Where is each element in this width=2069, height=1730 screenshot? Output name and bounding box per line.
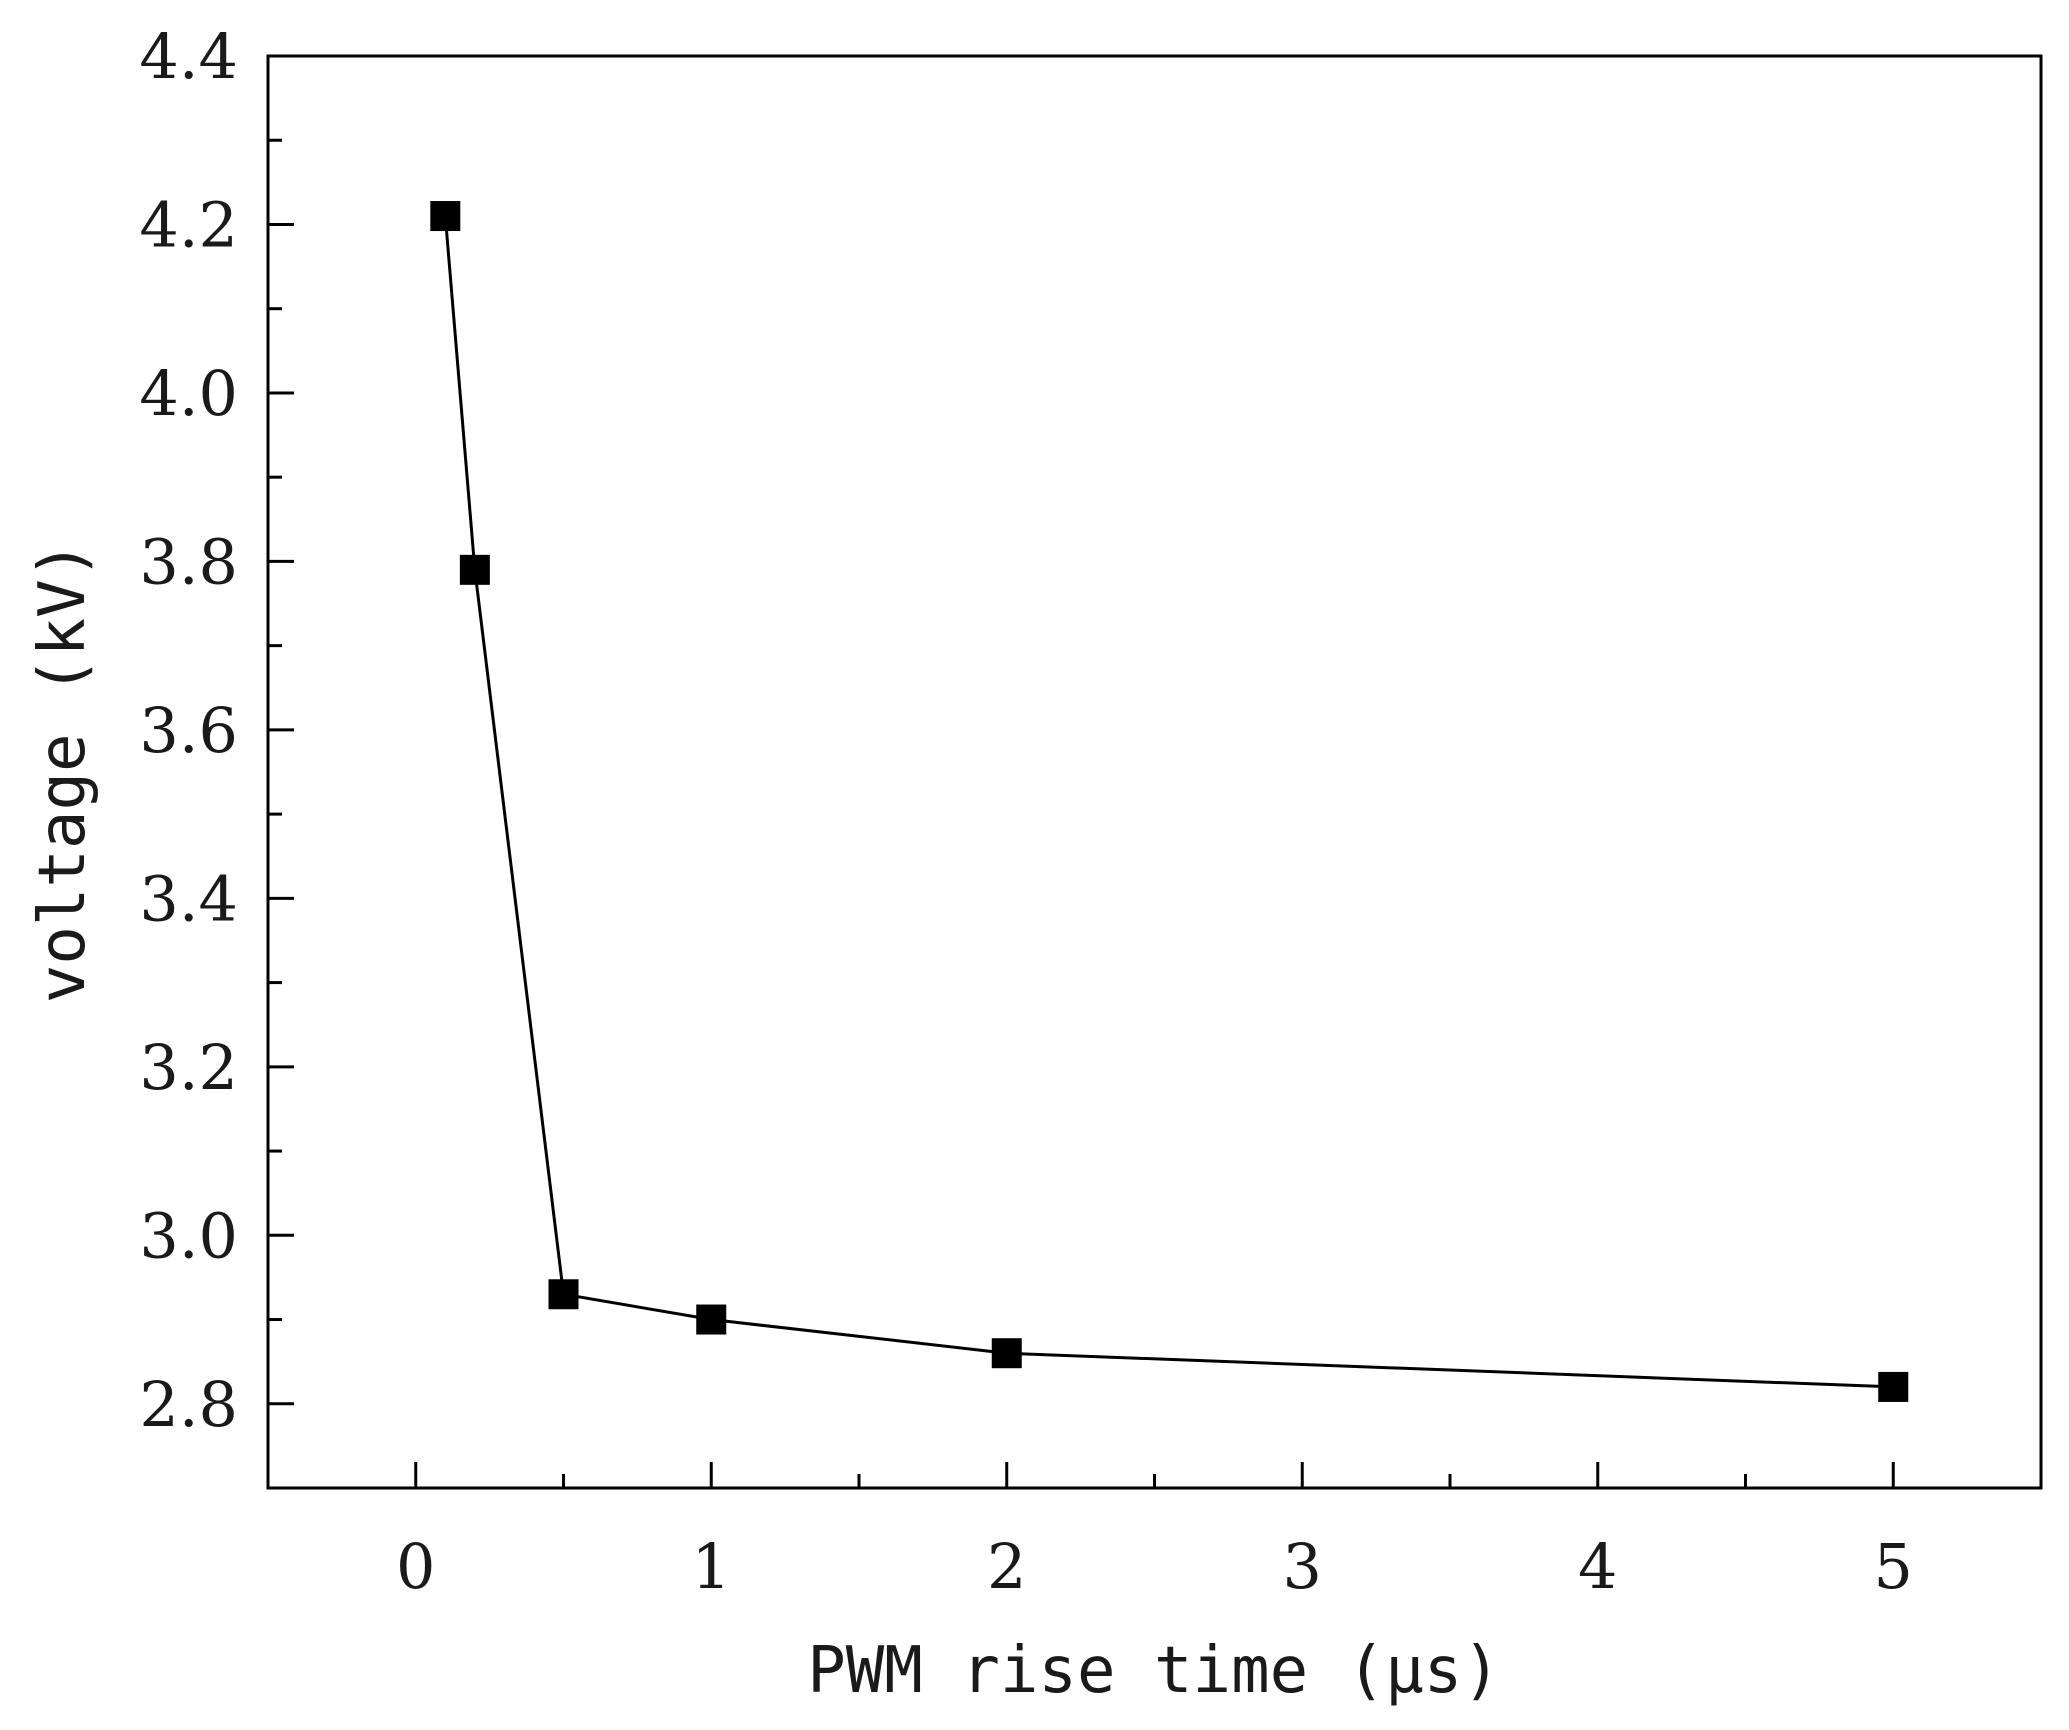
- y-tick-label: 4.0: [139, 357, 238, 430]
- y-tick-label: 3.8: [139, 525, 238, 598]
- data-point-marker: [459, 554, 490, 585]
- x-axis-label: PWM rise time (μs): [807, 1634, 1501, 1708]
- data-markers: [430, 201, 1909, 1402]
- y-tick-label: 4.4: [139, 20, 238, 93]
- data-point-marker: [1878, 1371, 1909, 1402]
- x-tick-label: 3: [1283, 1530, 1322, 1603]
- data-point-marker: [430, 201, 461, 232]
- data-point-marker: [548, 1279, 579, 1310]
- x-tick-label: 5: [1874, 1530, 1913, 1603]
- y-axis-ticks: [268, 54, 294, 1490]
- x-axis-tick-labels: 0 1 2 3 4 5: [396, 1530, 1913, 1603]
- y-tick-label: 3.2: [139, 1031, 238, 1104]
- x-tick-label: 0: [396, 1530, 435, 1603]
- y-tick-label: 3.0: [139, 1199, 238, 1272]
- y-tick-label: 4.2: [139, 188, 238, 261]
- y-tick-label: 3.6: [139, 694, 238, 767]
- y-axis-label: voltage (kV): [26, 541, 100, 1003]
- y-tick-label: 2.8: [139, 1368, 238, 1441]
- x-axis-ticks: [266, 1462, 2043, 1488]
- data-point-marker: [696, 1304, 727, 1335]
- x-tick-label: 4: [1578, 1530, 1617, 1603]
- y-axis-tick-labels: 2.8 3.0 3.2 3.4 3.6 3.8 4.0 4.2 4.4: [139, 20, 238, 1441]
- data-point-marker: [991, 1338, 1022, 1369]
- series-line: [443, 215, 1894, 1389]
- x-tick-label: 1: [692, 1530, 731, 1603]
- plot-frame: [266, 54, 2043, 1490]
- y-tick-label: 3.4: [139, 862, 238, 935]
- x-tick-label: 2: [987, 1530, 1026, 1603]
